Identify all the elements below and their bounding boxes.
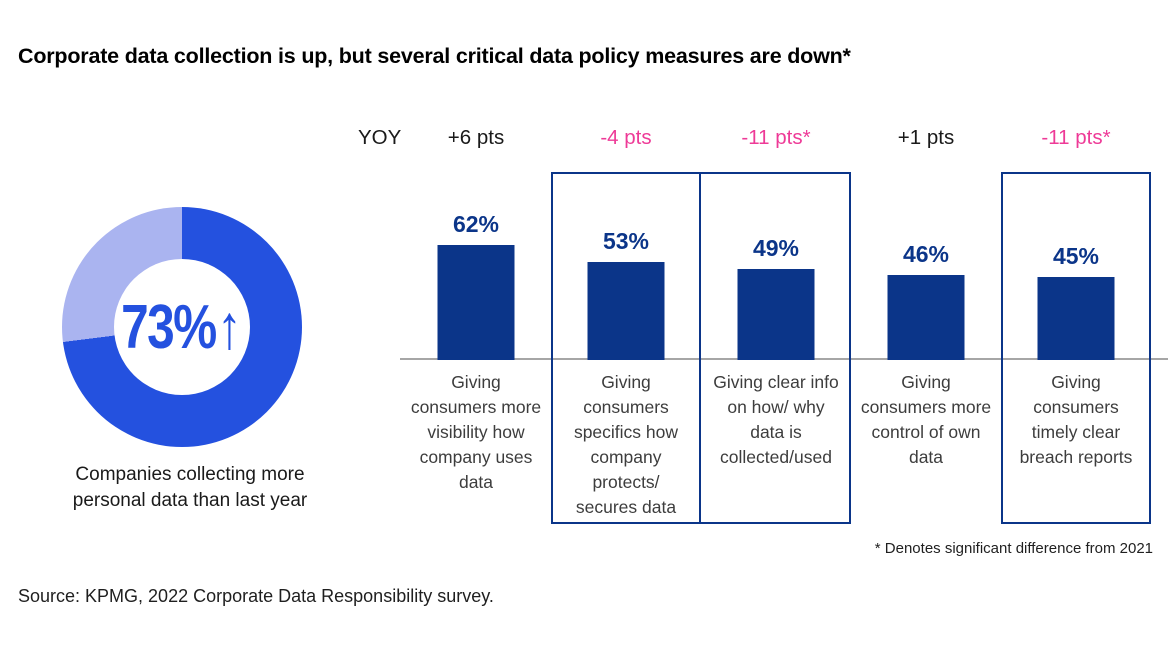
bar-value-label: 49% — [752, 235, 800, 262]
category-label: Giving clear info on how/ why data is co… — [713, 372, 839, 467]
category-label: Giving consumers specifics how company p… — [573, 372, 679, 517]
bar-column: -4 pts 53% Giving consumers specifics how … — [551, 126, 701, 524]
footnote: * Denotes significant difference from 20… — [874, 540, 1153, 557]
yoy-change-label: +6 pts — [447, 126, 505, 149]
bar — [587, 261, 665, 360]
donut-chart: 73%↑ — [62, 207, 302, 447]
bar-value-label: 53% — [602, 227, 650, 254]
yoy-change-label: -11 pts* — [1041, 126, 1111, 149]
bar-column: -11 pts* 49% Giving clear info on how/ why… — [701, 126, 851, 524]
bar — [1037, 276, 1115, 360]
yoy-change-label: -4 pts — [600, 126, 652, 149]
bar-value-label: 45% — [1052, 242, 1100, 269]
donut-percent-text: 73% — [121, 292, 218, 362]
source-attribution: Source: KPMG, 2022 Corporate Data Respon… — [18, 586, 494, 606]
bar-column: -11 pts* 45% Giving consumers timely clear… — [1001, 126, 1151, 524]
bar-column: +6 pts 62% Giving consumers more visibilit… — [401, 126, 551, 524]
donut-value-label: 73%↑ — [122, 292, 243, 363]
bar-column: +1 pts 46% Giving consumers more control o… — [851, 126, 1001, 524]
category-label: Giving consumers more visibility how com… — [410, 372, 542, 492]
yoy-row-label: YOY — [358, 126, 402, 149]
donut-caption: Companies collecting more personal data … — [72, 464, 308, 511]
donut-hole: 73%↑ — [114, 259, 250, 395]
category-label: Giving consumers more control of own dat… — [860, 372, 992, 467]
yoy-change-label: +1 pts — [897, 126, 955, 149]
bar-value-label: 46% — [902, 240, 950, 267]
bar-chart: +6 pts 62% Giving consumers more visibilit… — [401, 126, 1151, 524]
bar — [437, 245, 515, 360]
bar — [887, 274, 965, 360]
category-label: Giving consumers timely clear breach rep… — [1019, 372, 1133, 467]
bar-value-label: 62% — [452, 211, 500, 237]
bar — [737, 269, 815, 360]
page-title: Corporate data collection is up, but sev… — [18, 44, 851, 68]
yoy-change-label: -11 pts* — [741, 126, 811, 149]
up-arrow-icon: ↑ — [217, 292, 243, 362]
